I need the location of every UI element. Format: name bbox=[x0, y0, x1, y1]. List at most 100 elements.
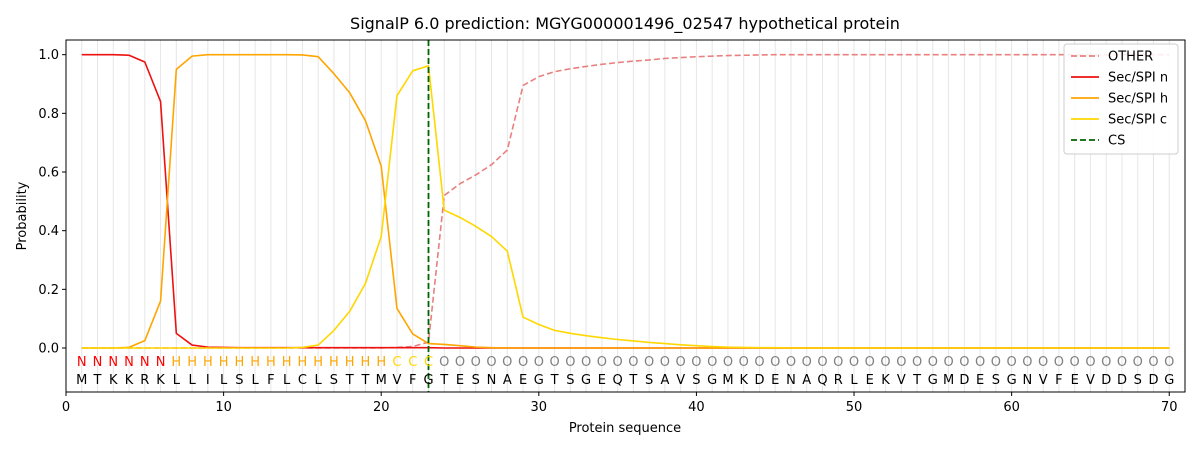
residue-letter: V bbox=[897, 373, 906, 388]
region-label: H bbox=[219, 355, 229, 370]
residue-letter: G bbox=[423, 373, 433, 388]
residue-letter: R bbox=[140, 373, 149, 388]
residue-letter: S bbox=[235, 373, 243, 388]
region-label: N bbox=[93, 355, 103, 370]
residue-letter: D bbox=[1148, 373, 1158, 388]
region-label: H bbox=[282, 355, 292, 370]
region-label: H bbox=[171, 355, 181, 370]
region-label: H bbox=[376, 355, 386, 370]
residue-letter: A bbox=[802, 373, 811, 388]
residue-letter: G bbox=[581, 373, 591, 388]
region-label: H bbox=[361, 355, 371, 370]
region-label: H bbox=[187, 355, 197, 370]
x-tick-label: 70 bbox=[1161, 400, 1178, 415]
region-label: O bbox=[991, 355, 1001, 370]
region-label: O bbox=[896, 355, 906, 370]
region-label: O bbox=[786, 355, 796, 370]
region-label: O bbox=[943, 355, 953, 370]
region-label: O bbox=[597, 355, 607, 370]
residue-letter: S bbox=[992, 373, 1000, 388]
region-label: N bbox=[124, 355, 134, 370]
region-label: O bbox=[959, 355, 969, 370]
residue-letter: E bbox=[1071, 373, 1079, 388]
residue-letter: T bbox=[360, 373, 369, 388]
residue-letter: E bbox=[866, 373, 874, 388]
region-label: O bbox=[644, 355, 654, 370]
grid-lines bbox=[81, 40, 1170, 392]
residue-letter: K bbox=[739, 373, 748, 388]
region-label: O bbox=[865, 355, 875, 370]
residue-letter: F bbox=[1055, 373, 1062, 388]
residue-letter: S bbox=[1134, 373, 1142, 388]
y-tick-label: 0.0 bbox=[38, 342, 59, 357]
region-label: O bbox=[849, 355, 859, 370]
residue-letter: L bbox=[283, 373, 291, 388]
x-tick-label: 0 bbox=[62, 400, 70, 415]
region-label: O bbox=[928, 355, 938, 370]
residue-letter: K bbox=[881, 373, 890, 388]
region-label: O bbox=[912, 355, 922, 370]
residue-letter: S bbox=[692, 373, 700, 388]
y-axis: 0.0 0.2 0.4 0.6 0.8 1.0 bbox=[38, 48, 66, 357]
chart-title: SignalP 6.0 prediction: MGYG000001496_02… bbox=[350, 14, 900, 34]
residue-letter: D bbox=[1101, 373, 1111, 388]
x-tick-label: 30 bbox=[531, 400, 548, 415]
residue-letter: A bbox=[503, 373, 512, 388]
residue-letter: M bbox=[376, 373, 387, 388]
residue-letter: F bbox=[267, 373, 274, 388]
residue-letter: K bbox=[156, 373, 165, 388]
region-label: H bbox=[266, 355, 276, 370]
y-tick-label: 0.6 bbox=[38, 166, 59, 181]
residue-letter: D bbox=[754, 373, 764, 388]
residue-letter: N bbox=[786, 373, 796, 388]
region-label: O bbox=[439, 355, 449, 370]
region-label: H bbox=[203, 355, 213, 370]
residue-letter: M bbox=[943, 373, 954, 388]
residue-letter: D bbox=[959, 373, 969, 388]
region-label: N bbox=[108, 355, 118, 370]
region-label: O bbox=[739, 355, 749, 370]
x-tick-label: 40 bbox=[688, 400, 705, 415]
x-tick-label: 20 bbox=[373, 400, 390, 415]
region-label: O bbox=[691, 355, 701, 370]
region-label: N bbox=[156, 355, 166, 370]
region-label: O bbox=[880, 355, 890, 370]
region-label: O bbox=[1070, 355, 1080, 370]
residue-letter: E bbox=[598, 373, 606, 388]
region-label: O bbox=[833, 355, 843, 370]
region-label: H bbox=[298, 355, 308, 370]
residue-letter: T bbox=[93, 373, 102, 388]
residue-letter: T bbox=[628, 373, 637, 388]
region-label: C bbox=[408, 355, 417, 370]
legend-label: OTHER bbox=[1108, 50, 1153, 65]
region-label: O bbox=[518, 355, 528, 370]
series-line-3 bbox=[81, 65, 1170, 349]
region-label: N bbox=[77, 355, 87, 370]
residue-letter: V bbox=[1086, 373, 1095, 388]
region-label: O bbox=[817, 355, 827, 370]
residue-letter: L bbox=[315, 373, 323, 388]
region-label: O bbox=[975, 355, 985, 370]
x-axis-label: Protein sequence bbox=[569, 421, 681, 436]
residue-letter: S bbox=[566, 373, 574, 388]
region-label: O bbox=[455, 355, 465, 370]
region-label: O bbox=[1038, 355, 1048, 370]
residue-letter: N bbox=[1023, 373, 1033, 388]
residue-letter: A bbox=[660, 373, 669, 388]
residue-letter: L bbox=[252, 373, 260, 388]
region-label: O bbox=[1164, 355, 1174, 370]
residue-letter: L bbox=[173, 373, 181, 388]
region-label: O bbox=[1101, 355, 1111, 370]
region-label: O bbox=[565, 355, 575, 370]
residue-letter: D bbox=[1117, 373, 1127, 388]
residue-letter: T bbox=[439, 373, 448, 388]
region-label: O bbox=[676, 355, 686, 370]
region-label: O bbox=[1054, 355, 1064, 370]
residue-letter: Q bbox=[613, 373, 623, 388]
legend-label: Sec/SPI c bbox=[1108, 113, 1167, 128]
y-tick-label: 0.4 bbox=[38, 224, 59, 239]
residue-letter: G bbox=[928, 373, 938, 388]
